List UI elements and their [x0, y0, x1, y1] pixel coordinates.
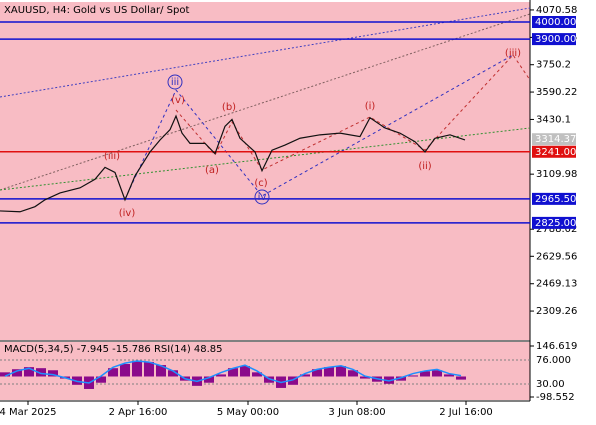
x-tick-label: 2 Apr 16:00 — [109, 407, 168, 418]
y-tick-label: 3430.1 — [536, 114, 571, 125]
wave-line — [175, 54, 531, 171]
macd-bar — [444, 374, 454, 377]
macd-bar — [420, 371, 430, 377]
level-label-box — [532, 16, 576, 29]
macd-bar — [132, 360, 142, 377]
macd-bar — [360, 376, 370, 379]
macd-bar — [396, 376, 406, 381]
y-tick-label: 146.619 — [536, 341, 577, 352]
rsi-line — [4, 360, 462, 384]
trend-line — [0, 13, 531, 191]
wave-circle — [254, 189, 270, 205]
wave-label: (ii) — [418, 161, 431, 172]
trend-line — [0, 127, 531, 191]
level-label-box — [532, 216, 576, 229]
macd-bar — [0, 372, 10, 377]
wave-label: (i) — [365, 101, 376, 112]
macd-bar — [348, 370, 358, 377]
macd-bar — [252, 372, 262, 377]
y-tick-label: 3590.22 — [536, 87, 577, 98]
wave-label: (b) — [222, 102, 236, 113]
x-tick-label: 4 Mar 2025 — [0, 407, 57, 418]
macd-bar — [300, 374, 310, 377]
macd-bar — [48, 370, 58, 377]
level-label: 3241.00 — [535, 147, 576, 158]
macd-bar — [24, 367, 34, 377]
indicator-title: MACD(5,34,5) -7.945 -15.786 RSI(14) 48.8… — [4, 344, 223, 355]
wave-label: (iii) — [104, 151, 120, 162]
macd-bar — [216, 374, 226, 377]
x-tick-label: 3 Jun 08:00 — [328, 407, 385, 418]
macd-bar — [264, 376, 274, 383]
y-tick-label: 2469.13 — [536, 279, 577, 290]
macd-bar — [228, 368, 238, 377]
level-label: 2965.50 — [535, 194, 576, 205]
level-label-box — [532, 33, 576, 46]
level-label: 2825.00 — [535, 218, 576, 229]
y-tick-label: 4070.58 — [536, 5, 577, 16]
wave-circle — [167, 74, 183, 90]
macd-bar — [456, 376, 466, 380]
macd-bar — [240, 366, 250, 377]
macd-bar — [36, 368, 46, 377]
macd-bar — [324, 367, 334, 377]
y-tick-label: 2788.02 — [536, 224, 577, 235]
macd-bar — [204, 376, 214, 383]
x-tick-label: 5 May 00:00 — [217, 407, 279, 418]
macd-bar — [96, 376, 106, 383]
wave-label: (c) — [254, 178, 267, 189]
wave-label: (a) — [205, 165, 219, 176]
level-label-box — [532, 145, 576, 158]
x-tick-label: 2 Jul 16:00 — [439, 407, 493, 418]
wave-label: (v) — [171, 95, 185, 106]
level-label: 3900.00 — [535, 34, 576, 45]
level-label-box — [532, 192, 576, 205]
macd-bar — [288, 376, 298, 385]
chart-title: XAUUSD, H4: Gold vs US Dollar/ Spot — [4, 5, 189, 16]
price-panel — [0, 2, 530, 340]
wave-label: iii — [171, 77, 179, 88]
current-price-box — [532, 133, 576, 146]
y-tick-label: 3750.2 — [536, 60, 571, 71]
y2-tick-label: 76.000 — [536, 355, 571, 366]
trend-line — [0, 7, 531, 98]
wave-label: iv — [258, 192, 267, 203]
wave-label: (iii) — [505, 48, 521, 59]
wave-label: (iv) — [119, 208, 136, 219]
macd-bar — [144, 361, 154, 377]
y-tick-label: 2629.56 — [536, 251, 577, 262]
y-tick-label: 3109.98 — [536, 169, 577, 180]
macd-bar — [432, 370, 442, 377]
y-tick-label: 2309.26 — [536, 306, 577, 317]
current-price-label: 3314.37 — [535, 134, 576, 145]
macd-bar — [12, 369, 22, 377]
macd-bar — [168, 370, 178, 377]
macd-bar — [120, 364, 130, 377]
macd-bar — [336, 366, 346, 377]
macd-bar — [156, 365, 166, 377]
level-label: 4000.00 — [535, 17, 576, 28]
y-tick-label: -98.552 — [536, 392, 575, 403]
macd-bar — [408, 375, 418, 377]
y2-tick-label: 30.00 — [536, 379, 565, 390]
macd-bar — [108, 368, 118, 377]
macd-bar — [312, 369, 322, 377]
price-line — [0, 114, 466, 213]
